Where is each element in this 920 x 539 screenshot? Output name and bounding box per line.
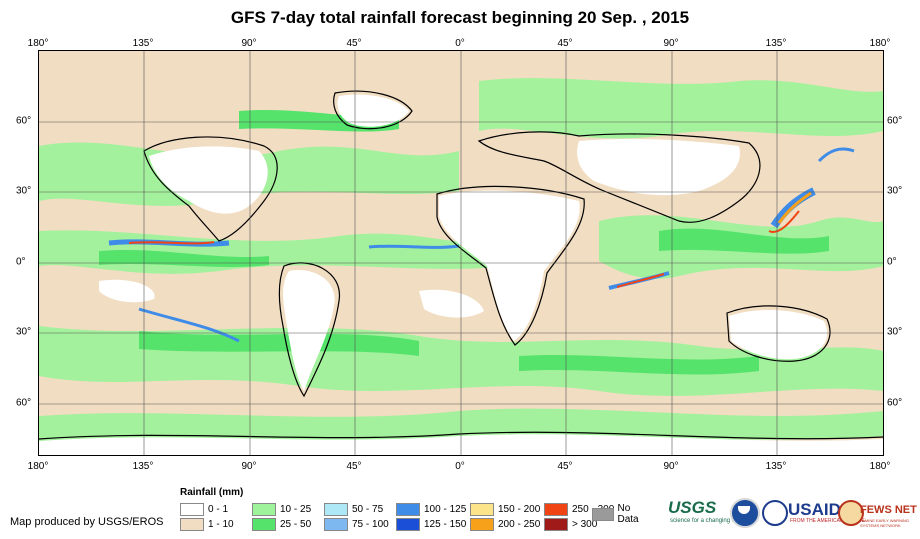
legend-swatch [396,503,420,516]
legend-label: 1 - 10 [208,519,234,530]
map-credit: Map produced by USGS/EROS [10,516,164,528]
legend-label: No Data [617,503,639,525]
legend-label: 0 - 1 [208,504,229,515]
graticule [39,51,883,455]
lat-tick-left: 30° [16,326,32,338]
legend-item: 25 - 50 [252,518,311,531]
legend-swatch [470,503,494,516]
legend-label: 75 - 100 [352,519,389,530]
legend-label: 50 - 75 [352,504,384,515]
lon-tick-bottom: 180° [869,461,891,472]
map-title: GFS 7-day total rainfall forecast beginn… [230,8,690,27]
usaid-seal-icon [762,500,788,526]
lon-tick-bottom: 45° [346,461,362,472]
legend-label: 100 - 125 [424,504,467,515]
lon-tick-top: 135° [765,38,787,49]
legend-item: 75 - 100 [324,518,389,531]
legend-item: 150 - 200 [470,503,540,516]
legend-item: 1 - 10 [180,518,234,531]
fews-net-tagline: FAMINE EARLY WARNING SYSTEMS NETWORK [860,518,910,528]
legend-item: No Data [592,503,650,525]
rainfall-legend: Rainfall (mm) 0 - 1 1 - 10 10 - 25 25 - … [180,487,650,537]
legend-swatch [180,503,204,516]
legend-label: 125 - 150 [424,519,467,530]
rainfall-map [38,50,884,456]
lat-tick-right: 30° [887,185,903,197]
usgs-tagline: science for a changing world [670,518,747,524]
legend-item: 200 - 250 [470,518,540,531]
legend-swatch [252,503,276,516]
legend-swatch [324,503,348,516]
lon-tick-top: 45° [557,38,573,49]
usaid-tagline: FROM THE AMERICAN PEOPLE [790,518,865,524]
legend-item: 0 - 1 [180,503,228,516]
lon-tick-top: 180° [27,38,49,49]
legend-label: 150 - 200 [498,504,541,515]
lat-tick-left: 60° [16,397,32,409]
lon-tick-top: 180° [869,38,891,49]
usaid-logo: USAID [788,500,841,519]
legend-swatch [252,518,276,531]
legend-item: 10 - 25 [252,503,311,516]
lon-tick-bottom: 180° [27,461,49,472]
coastlines [39,90,883,440]
legend-item: > 300 [544,518,597,531]
fews-net-logo: FEWS NET [860,504,917,516]
legend-swatch [396,518,420,531]
lat-tick-left: 30° [16,185,32,197]
legend-swatch [180,518,204,531]
lat-tick-right: 0° [887,256,897,268]
lon-tick-top: 0° [455,38,465,49]
legend-label: 25 - 50 [280,519,312,530]
fews-seal-icon [838,500,864,526]
lon-tick-top: 90° [241,38,257,49]
legend-label: 10 - 25 [280,504,312,515]
lat-tick-right: 60° [887,115,903,127]
legend-swatch [544,503,568,516]
legend-swatch [544,518,568,531]
lat-tick-left: 0° [16,256,26,268]
rainfall-map-canvas [39,51,883,455]
noaa-bird-icon [738,506,750,514]
legend-item: 100 - 125 [396,503,466,516]
lon-tick-bottom: 0° [455,461,465,472]
lon-tick-bottom: 45° [557,461,573,472]
legend-swatch [592,507,614,521]
legend-item: 125 - 150 [396,518,466,531]
legend-label: 200 - 250 [498,519,541,530]
rain-heavy [108,147,855,343]
lon-tick-bottom: 90° [241,461,257,472]
lon-tick-top: 90° [663,38,679,49]
lon-tick-bottom: 135° [132,461,154,472]
lat-tick-left: 60° [16,115,32,127]
legend-label: > 300 [572,519,598,530]
lat-tick-right: 60° [887,397,903,409]
lon-tick-bottom: 135° [765,461,787,472]
legend-item: 50 - 75 [324,503,383,516]
legend-swatch [470,518,494,531]
lat-tick-right: 30° [887,326,903,338]
usgs-logo: USGS [668,498,717,517]
lon-tick-bottom: 90° [663,461,679,472]
lon-tick-top: 45° [346,38,362,49]
legend-swatch [324,518,348,531]
legend-title: Rainfall (mm) [180,487,244,498]
lon-tick-top: 135° [132,38,154,49]
